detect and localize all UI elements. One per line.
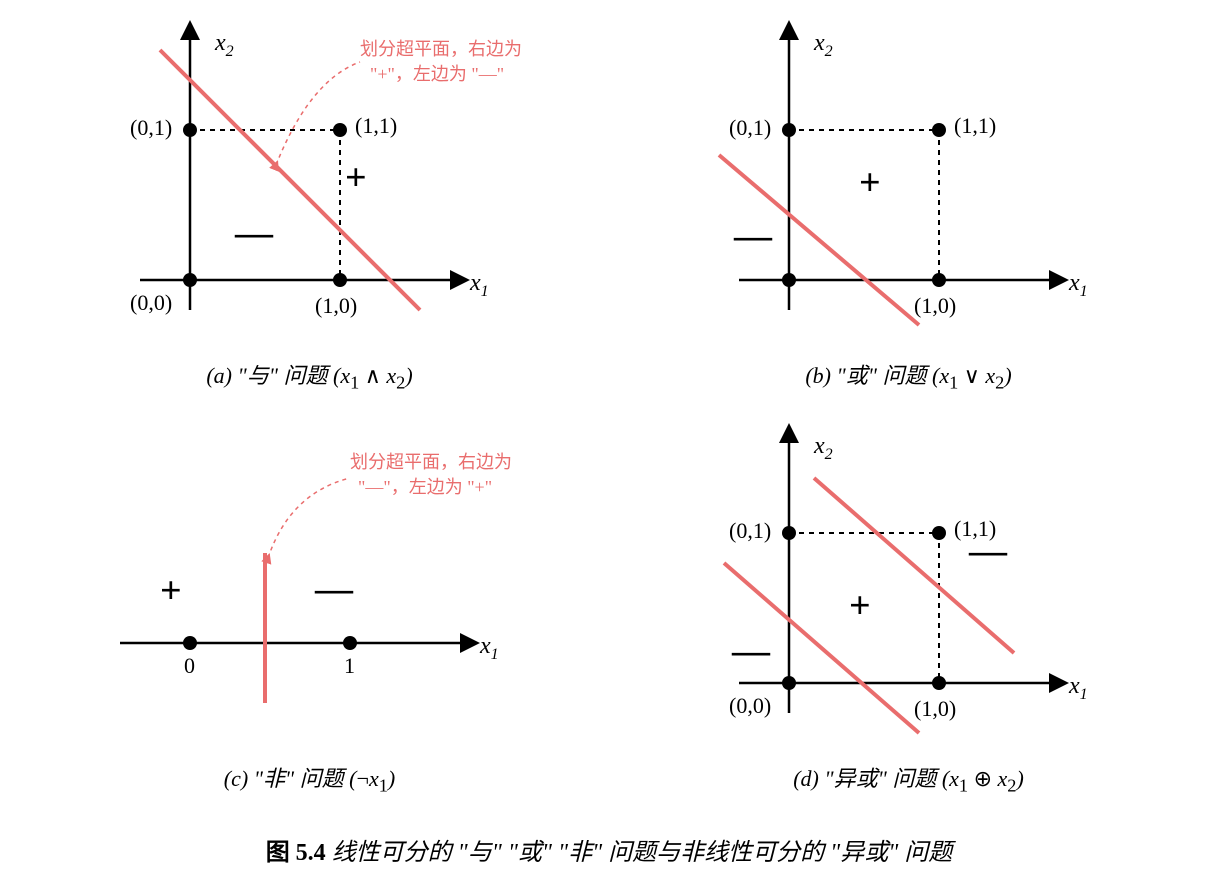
figure-text: 线性可分的 "与" "或" "非" 问题与非线性可分的 "异或" 问题 (326, 840, 953, 866)
x1-axis-label: x1 (1068, 673, 1088, 703)
panel-and: x2 x1 (0,0) (0,1) (1,0) (1,1) + — 划分超平面，… (40, 20, 579, 393)
point-00 (183, 273, 197, 287)
caption-a: (a) "与" 问题 (x1 ∧ x2) (206, 358, 412, 393)
minus-symbol: — (234, 212, 274, 254)
caption-d: (d) "异或" 问题 (x1 ⊕ x2) (793, 761, 1024, 796)
x1-axis-label: x1 (469, 270, 489, 300)
x2-axis-label: x2 (813, 30, 833, 60)
plus-symbol: + (849, 585, 871, 627)
annotation-line1: 划分超平面，右边为 (360, 39, 522, 59)
point-01 (782, 526, 796, 540)
annotation-arrow (268, 478, 350, 558)
figure-label: 图 5.4 (266, 840, 326, 866)
point-10 (932, 676, 946, 690)
x1-axis-label: x1 (1068, 270, 1088, 300)
label-00: (0,0) (729, 693, 771, 718)
panel-not: 0 1 x1 + — 划分超平面，右边为 "—"，左边为 "+" (c) "非"… (40, 423, 579, 796)
plus-symbol: + (345, 157, 367, 199)
caption-b: (b) "或" 问题 (x1 ∨ x2) (805, 358, 1011, 393)
point-00 (782, 676, 796, 690)
plus-symbol: + (160, 570, 182, 612)
x2-axis-label: x2 (214, 30, 234, 60)
point-01 (782, 123, 796, 137)
plot-or: x2 x1 (0,1) (1,0) (1,1) + — (659, 20, 1159, 350)
minus-symbol-left: — (731, 630, 771, 672)
figure-caption: 图 5.4 线性可分的 "与" "或" "非" 问题与非线性可分的 "异或" 问… (0, 832, 1218, 867)
label-01: (0,1) (729, 518, 771, 543)
tick-0: 0 (184, 653, 195, 678)
tick-1: 1 (344, 653, 355, 678)
label-10: (1,0) (914, 696, 956, 721)
label-10: (1,0) (914, 293, 956, 318)
plot-and: x2 x1 (0,0) (0,1) (1,0) (1,1) + — 划分超平面，… (60, 20, 560, 350)
point-10 (932, 273, 946, 287)
panel-or: x2 x1 (0,1) (1,0) (1,1) + — (b) "或" 问题 (… (639, 20, 1178, 393)
label-11: (1,1) (355, 113, 397, 138)
label-01: (0,1) (729, 115, 771, 140)
point-00 (782, 273, 796, 287)
plot-not: 0 1 x1 + — 划分超平面，右边为 "—"，左边为 "+" (60, 423, 560, 753)
label-10: (1,0) (315, 293, 357, 318)
label-01: (0,1) (130, 115, 172, 140)
annotation-line1: 划分超平面，右边为 (350, 452, 512, 472)
label-00: (0,0) (130, 290, 172, 315)
hyperplane (160, 50, 420, 310)
point-0 (183, 636, 197, 650)
annotation-line2: "+"，左边为 "—" (370, 64, 504, 84)
caption-c: (c) "非" 问题 (¬x1) (224, 761, 395, 796)
point-1 (343, 636, 357, 650)
point-11 (932, 123, 946, 137)
panel-xor: x2 x1 (0,0) (0,1) (1,0) (1,1) + — — (d) … (639, 423, 1178, 796)
annotation-line2: "—"，左边为 "+" (358, 477, 492, 497)
minus-symbol: — (314, 568, 354, 610)
minus-symbol: — (733, 215, 773, 257)
point-01 (183, 123, 197, 137)
point-11 (333, 123, 347, 137)
annotation-arrow (276, 62, 360, 165)
x2-axis-label: x2 (813, 433, 833, 463)
x1-axis-label: x1 (479, 633, 499, 663)
plot-xor: x2 x1 (0,0) (0,1) (1,0) (1,1) + — — (659, 423, 1159, 753)
point-10 (333, 273, 347, 287)
plus-symbol: + (859, 162, 881, 204)
figure-grid: x2 x1 (0,0) (0,1) (1,0) (1,1) + — 划分超平面，… (0, 0, 1218, 797)
point-11 (932, 526, 946, 540)
minus-symbol-right: — (968, 530, 1008, 572)
label-11: (1,1) (954, 113, 996, 138)
